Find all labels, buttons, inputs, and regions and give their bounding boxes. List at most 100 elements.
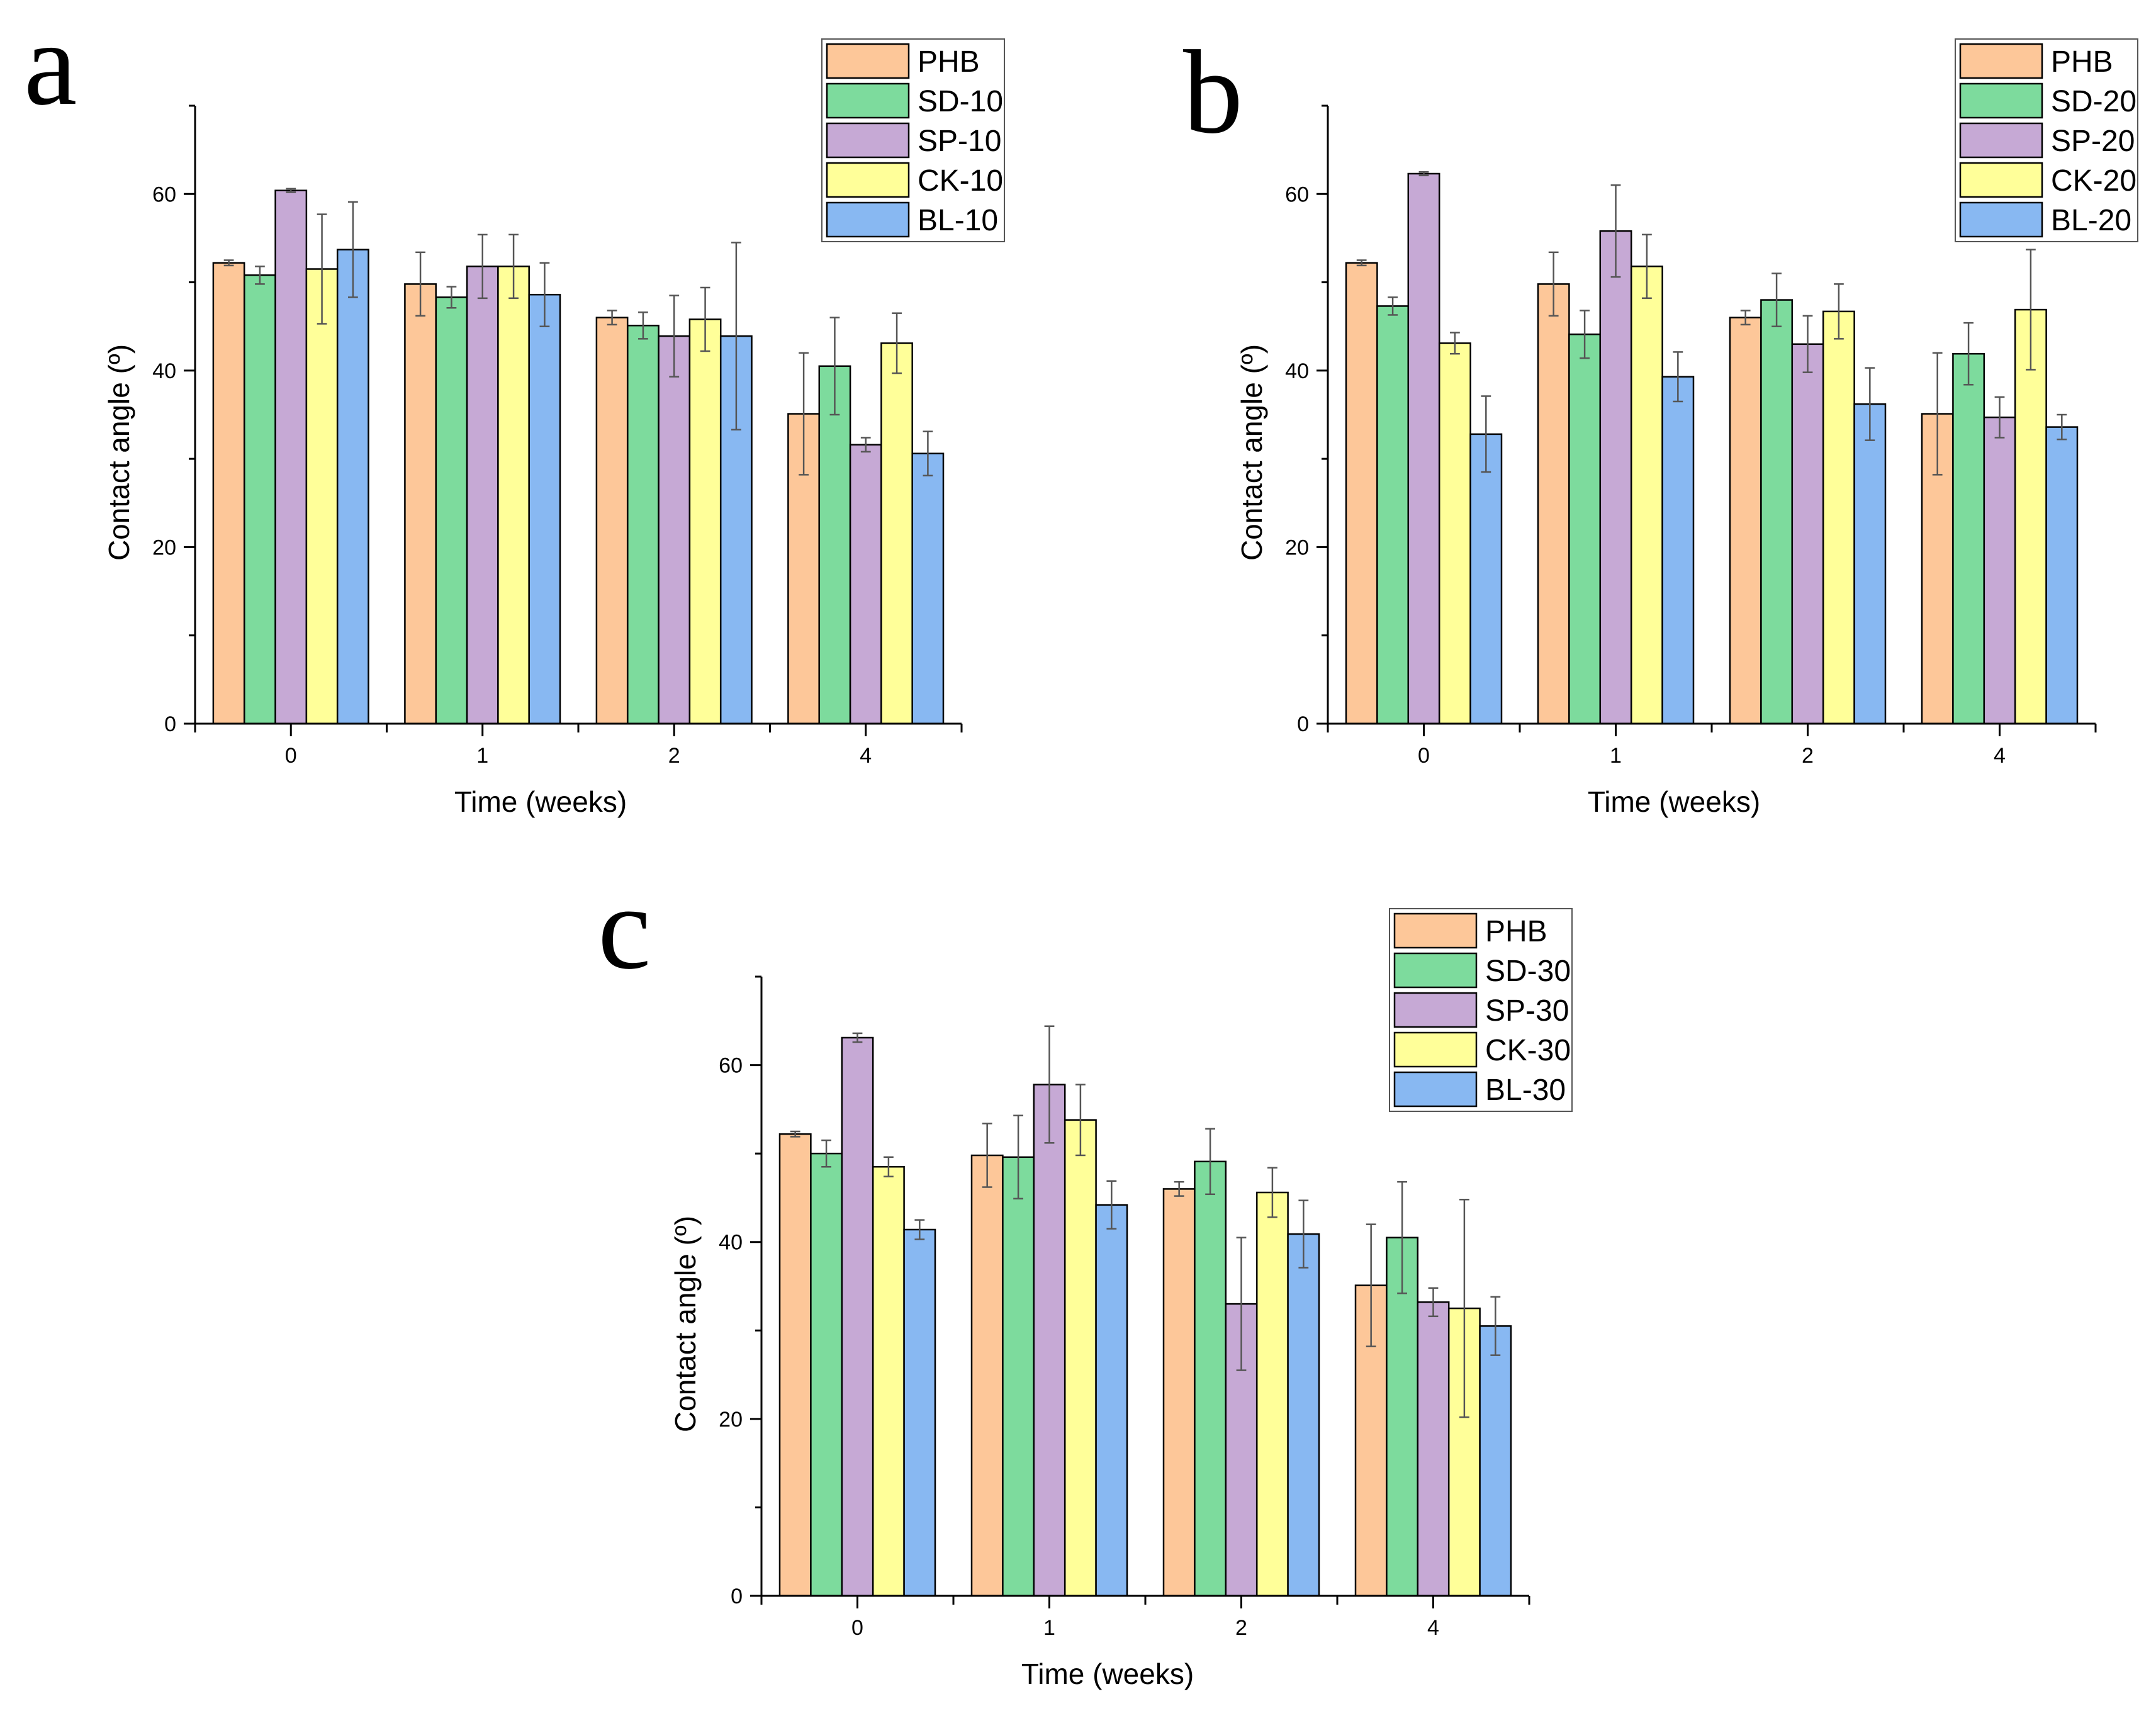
error-bar-SP-10-week-4 [860, 437, 871, 453]
legend-swatch-CK-10 [826, 162, 910, 198]
error-bar-PHB-week-0 [223, 259, 234, 267]
legend: PHB SD-30 SP-30 CK-30 BL-30 [1389, 908, 1573, 1112]
legend-swatch-BL-30 [1393, 1071, 1478, 1108]
y-axis-title: Contact angle (º) [669, 1216, 702, 1432]
x-tick-label: 0 [285, 744, 297, 768]
y-axis-title: Contact angle (º) [103, 344, 135, 561]
x-axis-title: Time (weeks) [1021, 1658, 1194, 1690]
panel-label: a [24, 0, 77, 130]
bar-SD-30-week-1 [1002, 1156, 1035, 1597]
error-bar-BL-20-week-1 [1673, 351, 1683, 403]
error-bar-CK-20-week-1 [1642, 233, 1652, 300]
x-tick-label: 4 [1994, 744, 2006, 768]
bar-PHB-week-2 [595, 317, 629, 725]
bar-CK-30-week-2 [1255, 1191, 1289, 1597]
error-bar-CK-30-week-4 [1459, 1198, 1469, 1418]
y-tick-label: 20 [719, 1408, 743, 1432]
error-bar-PHB-week-4 [1932, 352, 1943, 476]
bar-BL-30-week-0 [903, 1228, 936, 1597]
error-bar-BL-30-week-1 [1106, 1180, 1117, 1230]
error-bar-SP-20-week-1 [1610, 184, 1621, 278]
error-bar-CK-10-week-2 [700, 286, 710, 352]
bar-CK-30-week-0 [872, 1165, 905, 1597]
bar-SP-10-week-4 [849, 444, 882, 725]
bar-CK-20-week-2 [1822, 310, 1855, 725]
error-bar-PHB-week-1 [982, 1123, 992, 1188]
x-tick-label: 0 [1418, 744, 1430, 768]
x-tick-label: 1 [1043, 1616, 1055, 1640]
legend-swatch-CK-30 [1393, 1031, 1478, 1068]
legend-label-BL-30: BL-30 [1485, 1074, 1566, 1107]
error-bar-CK-20-week-0 [1450, 332, 1460, 355]
error-bar-BL-20-week-0 [1481, 395, 1491, 473]
y-tick-label: 0 [731, 1585, 743, 1608]
error-bar-SP-20-week-2 [1802, 315, 1813, 373]
error-bar-PHB-week-1 [1548, 251, 1559, 317]
error-bar-CK-20-week-2 [1834, 283, 1844, 340]
legend-swatch-SD-30 [1393, 952, 1478, 989]
bar-PHB-week-0 [1345, 262, 1378, 725]
legend-label-PHB: PHB [1485, 915, 1547, 948]
legend: PHB SD-10 SP-10 CK-10 BL-10 [821, 38, 1005, 242]
legend-swatch-SD-20 [1959, 82, 2043, 119]
error-bar-PHB-week-4 [799, 352, 809, 476]
x-tick-label: 4 [1427, 1616, 1439, 1640]
legend-swatch-SP-20 [1959, 122, 2043, 159]
bar-SD-10-week-1 [435, 296, 468, 725]
y-tick-label: 20 [152, 536, 176, 559]
bar-SD-20-week-0 [1376, 305, 1410, 725]
error-bar-SD-30-week-4 [1397, 1181, 1407, 1294]
legend-label-BL-10: BL-10 [918, 204, 998, 237]
bar-SD-20-week-2 [1760, 299, 1794, 725]
error-bar-SD-10-week-0 [255, 266, 265, 285]
error-bar-PHB-week-4 [1366, 1223, 1376, 1347]
error-bar-PHB-week-1 [415, 251, 425, 317]
bar-CK-20-week-1 [1630, 266, 1663, 725]
error-bar-PHB-week-0 [1356, 259, 1367, 267]
bar-SP-20-week-2 [1791, 343, 1824, 725]
bar-PHB-week-1 [1537, 283, 1570, 725]
x-tick-label: 0 [851, 1616, 863, 1640]
bar-SD-30-week-0 [810, 1152, 843, 1597]
bar-SD-20-week-4 [1952, 352, 1985, 725]
bar-PHB-week-2 [1162, 1188, 1196, 1597]
bar-SP-10-week-0 [274, 189, 308, 725]
bar-BL-10-week-1 [528, 293, 561, 725]
legend-swatch-PHB [1393, 912, 1478, 949]
error-bar-CK-30-week-0 [884, 1156, 894, 1177]
bar-CK-10-week-1 [497, 266, 530, 725]
error-bar-SD-10-week-4 [829, 317, 840, 416]
legend-label-PHB: PHB [918, 45, 980, 79]
legend-label-CK-10: CK-10 [918, 164, 1003, 198]
bar-BL-20-week-2 [1853, 403, 1887, 725]
bar-CK-10-week-4 [880, 342, 913, 725]
bar-SP-20-week-0 [1407, 172, 1440, 725]
bar-SD-10-week-4 [818, 365, 851, 725]
error-bar-SP-30-week-0 [852, 1032, 863, 1043]
legend-swatch-BL-10 [826, 201, 910, 238]
legend-label-BL-20: BL-20 [2051, 204, 2131, 237]
bar-SP-20-week-1 [1599, 230, 1632, 725]
error-bar-SD-20-week-1 [1580, 310, 1590, 359]
legend-label-SD-10: SD-10 [918, 85, 1003, 118]
legend-swatch-BL-20 [1959, 201, 2043, 238]
legend-label-CK-30: CK-30 [1485, 1034, 1571, 1067]
bar-BL-10-week-0 [336, 249, 369, 725]
y-tick-label: 60 [152, 182, 176, 206]
bar-CK-30-week-4 [1447, 1307, 1481, 1597]
bar-BL-20-week-4 [2045, 426, 2079, 725]
y-axis-title: Contact angle (º) [1235, 344, 1268, 561]
error-bar-PHB-week-2 [1740, 310, 1751, 326]
error-bar-BL-20-week-4 [2057, 413, 2067, 440]
error-bar-CK-30-week-2 [1267, 1167, 1277, 1218]
y-tick-label: 20 [1285, 536, 1309, 559]
bar-BL-10-week-4 [911, 452, 945, 725]
legend-swatch-SD-10 [826, 82, 910, 119]
legend-swatch-SP-30 [1393, 992, 1478, 1028]
x-tick-label: 2 [1235, 1616, 1247, 1640]
error-bar-PHB-week-0 [790, 1130, 800, 1138]
bar-PHB-week-1 [404, 283, 437, 725]
error-bar-SP-20-week-4 [1994, 396, 2005, 439]
legend: PHB SD-20 SP-20 CK-20 BL-20 [1955, 38, 2138, 242]
